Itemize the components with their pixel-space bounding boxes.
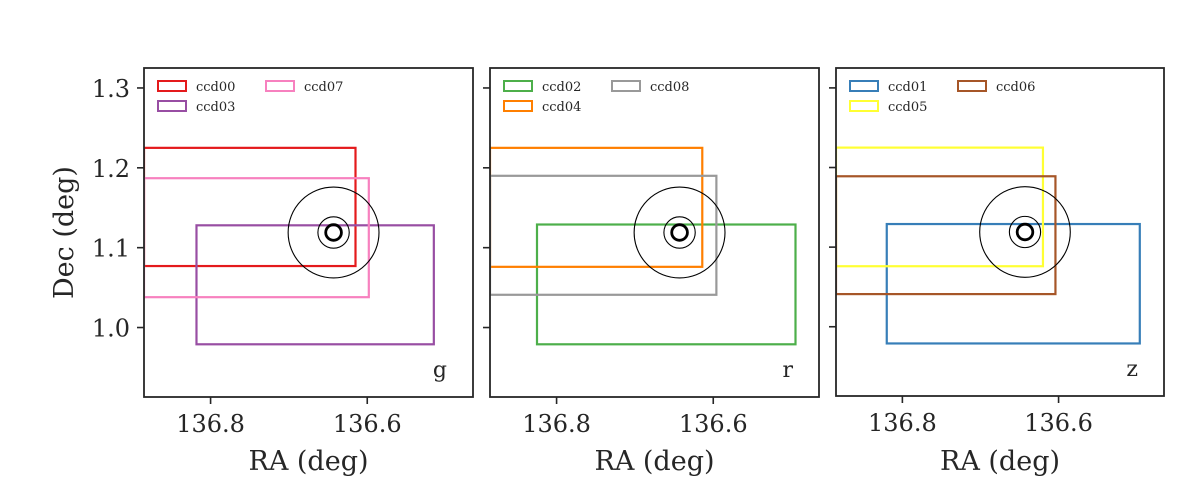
y-axis-label: Dec (deg) <box>49 166 80 299</box>
legend-label-ccd05: ccd05 <box>888 100 927 115</box>
axes-frame <box>489 67 820 398</box>
legend-label-ccd03: ccd03 <box>196 100 235 115</box>
target-circle-1 <box>663 216 696 249</box>
legend-label-ccd02: ccd02 <box>542 80 581 95</box>
legend-label-ccd01: ccd01 <box>888 80 927 95</box>
legend-label-ccd08: ccd08 <box>650 80 689 95</box>
plot-area <box>144 146 435 346</box>
legend-label-ccd06: ccd06 <box>996 80 1035 95</box>
plot-area <box>836 146 1141 345</box>
target-circle-1 <box>1008 215 1042 249</box>
target-circle-1 <box>317 216 350 249</box>
target-circle-2 <box>1015 222 1035 242</box>
ccd-footprint-ccd08 <box>490 174 718 296</box>
legend-swatch-ccd04 <box>503 100 533 112</box>
x-tick-label: 136.8 <box>868 409 937 437</box>
y-tick-label: 1.1 <box>92 235 130 263</box>
target-circle-2 <box>324 223 343 242</box>
legend-swatch-ccd02 <box>503 80 533 92</box>
x-tick-label: 136.6 <box>679 410 748 438</box>
x-tick-label: 136.6 <box>1024 409 1093 437</box>
legend-swatch-ccd05 <box>849 100 879 112</box>
ccd-footprint-ccd01 <box>885 222 1141 345</box>
panel-z: 136.8 136.6 RA (deg) z ccd01 ccd05 ccd06 <box>829 67 1165 477</box>
y-tick-label: 1.2 <box>92 155 130 183</box>
legend-label-ccd04: ccd04 <box>542 100 581 115</box>
y-tick-label: 1.3 <box>92 75 130 103</box>
ccd-footprint-ccd06 <box>836 175 1057 296</box>
target-circle-0 <box>979 186 1071 278</box>
ccd-footprint-ccd07 <box>144 177 370 299</box>
axes-frame <box>143 67 474 398</box>
axes-frame <box>835 67 1165 397</box>
target-circle-2 <box>670 223 689 242</box>
legend-swatch-ccd03 <box>157 100 187 112</box>
band-label: z <box>1126 357 1138 382</box>
ccd-footprint-ccd04 <box>490 146 704 268</box>
legend-swatch-ccd08 <box>611 80 641 92</box>
ccd-footprint-ccd00 <box>144 146 357 268</box>
x-tick-label: 136.8 <box>176 410 245 438</box>
legend-swatch-ccd06 <box>957 80 987 92</box>
legend-swatch-ccd01 <box>849 80 879 92</box>
x-axis-label: RA (deg) <box>248 446 368 477</box>
legend-swatch-ccd07 <box>265 80 295 92</box>
ccd-footprint-ccd02 <box>535 223 797 346</box>
x-tick-label: 136.8 <box>522 410 591 438</box>
target-circle-0 <box>633 186 726 279</box>
ccd-footprint-ccd03 <box>195 224 435 346</box>
plot-area <box>490 146 797 346</box>
ccd-footprint-ccd05 <box>836 146 1045 268</box>
y-tick-label: 1.0 <box>92 315 130 343</box>
x-axis-label: RA (deg) <box>594 446 714 477</box>
x-axis-label: RA (deg) <box>940 446 1060 477</box>
target-circle-0 <box>287 186 380 279</box>
panel-r: 136.8 136.6 RA (deg) r ccd02 ccd04 ccd08 <box>483 67 820 477</box>
panel-g: 136.8 136.6 1.0 1.1 1.2 1.3 RA (deg) Dec (deg) g… <box>49 67 474 477</box>
band-label: g <box>433 358 447 383</box>
legend-swatch-ccd00 <box>157 80 187 92</box>
legend-label-ccd00: ccd00 <box>196 80 235 95</box>
band-label: r <box>782 358 793 383</box>
legend-label-ccd07: ccd07 <box>304 80 343 95</box>
x-tick-label: 136.6 <box>333 410 402 438</box>
